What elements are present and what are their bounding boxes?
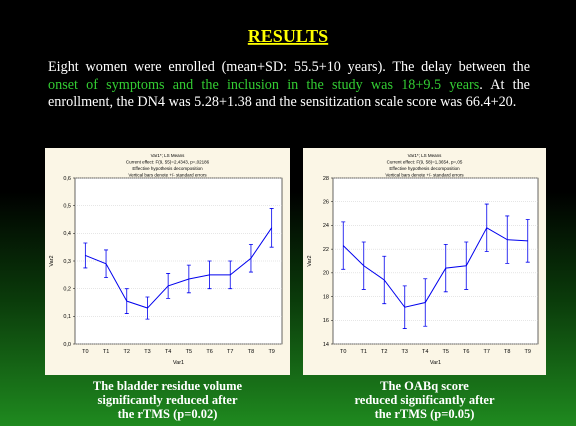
chart-title: Current effect: F(9, 55)=2,4343, p=,0218…: [126, 160, 210, 165]
error-bar: [269, 208, 274, 248]
y-tick-label: 0,5: [63, 203, 71, 209]
y-tick-label: 0,6: [63, 176, 71, 182]
chart-title: Vertical bars denote +/- standard errors: [128, 173, 207, 178]
y-tick-label: 20: [323, 271, 329, 277]
plot-area: [332, 177, 539, 345]
chart-title: Var1*; LS Means: [408, 153, 442, 158]
y-tick-label: 18: [323, 294, 329, 300]
error-bar: [361, 241, 366, 290]
y-tick-label: 0,2: [63, 286, 71, 292]
y-tick-label: 0,4: [63, 231, 71, 237]
caption: the rTMS (p=0.02): [118, 407, 218, 421]
x-tick-label: T0: [340, 349, 346, 355]
series-line: [85, 227, 273, 309]
caption: significantly reduced after: [97, 393, 237, 407]
chart-title: Current effect: F(9, 58)=1,3654, p=,05: [387, 160, 463, 165]
x-tick-label: T6: [206, 349, 212, 355]
y-axis-label: Var2: [49, 255, 55, 266]
y-tick-label: 0,1: [63, 314, 71, 320]
error-bar: [228, 260, 233, 290]
error-bar: [83, 242, 88, 269]
x-tick-label: T3: [402, 349, 408, 355]
error-bar: [443, 244, 448, 293]
x-tick-label: T8: [248, 349, 254, 355]
x-axis-label: Var1: [430, 360, 441, 366]
body-part: Eight women were enrolled (mean+SD: 55.5…: [48, 59, 530, 75]
chart-title: Effective hypothesis decomposition: [132, 166, 203, 171]
caption: the rTMS (p=0.05): [375, 407, 475, 421]
slide-title: RESULTS: [248, 26, 328, 46]
error-bar: [145, 296, 150, 320]
x-tick-label: T7: [484, 349, 490, 355]
error-bar: [166, 273, 171, 299]
x-tick-label: T4: [422, 349, 428, 355]
error-bar: [525, 219, 530, 263]
x-tick-label: T4: [165, 349, 171, 355]
y-tick-label: 22: [323, 247, 329, 253]
caption: The bladder residue volume: [93, 379, 243, 393]
x-tick-label: T9: [268, 349, 274, 355]
x-tick-label: T2: [381, 349, 387, 355]
chart-title: Effective hypothesis decomposition: [389, 166, 460, 171]
x-tick-label: T9: [525, 349, 531, 355]
y-tick-label: 24: [323, 223, 329, 229]
chart-title: Vertical bars denote +/- standard errors: [385, 173, 464, 178]
x-tick-label: T5: [443, 349, 449, 355]
body-highlight: onset of symptoms and the inclusion in t…: [48, 76, 480, 93]
error-bar: [186, 264, 191, 294]
x-tick-label: T8: [504, 349, 510, 355]
error-bar: [484, 203, 489, 252]
error-bar: [341, 221, 346, 270]
error-bar: [248, 244, 253, 273]
x-tick-label: T1: [103, 349, 109, 355]
error-bar: [402, 285, 407, 329]
error-bar: [505, 215, 510, 264]
x-tick-label: T5: [186, 349, 192, 355]
x-tick-label: T0: [82, 349, 88, 355]
y-axis-label: Var2: [307, 255, 313, 266]
x-tick-label: T2: [124, 349, 130, 355]
y-tick-label: 0,3: [63, 259, 71, 265]
x-tick-label: T7: [227, 349, 233, 355]
error-bar: [464, 241, 469, 290]
body-part: . At the enrollment, the DN4 was 5.28+1.…: [48, 76, 530, 111]
y-tick-label: 0,0: [63, 342, 71, 348]
error-bar: [382, 255, 387, 305]
x-tick-label: T3: [144, 349, 150, 355]
x-tick-label: T6: [463, 349, 469, 355]
series-line: [342, 227, 528, 308]
y-tick-label: 28: [323, 176, 329, 182]
caption: The OABq score: [380, 379, 469, 393]
x-axis-label: Var1: [173, 360, 184, 366]
y-tick-label: 26: [323, 200, 329, 206]
caption: reduced significantly after: [354, 393, 494, 407]
y-tick-label: 16: [323, 318, 329, 324]
chart-title: Var1*; LS Means: [151, 153, 185, 158]
error-bar: [124, 288, 129, 314]
error-bar: [423, 278, 428, 327]
error-bar: [104, 249, 109, 278]
error-bar: [207, 260, 212, 290]
body-text: Eight women were enrolled (mean+SD: 55.5…: [48, 59, 530, 112]
x-tick-label: T1: [361, 349, 367, 355]
y-tick-label: 14: [323, 342, 329, 348]
